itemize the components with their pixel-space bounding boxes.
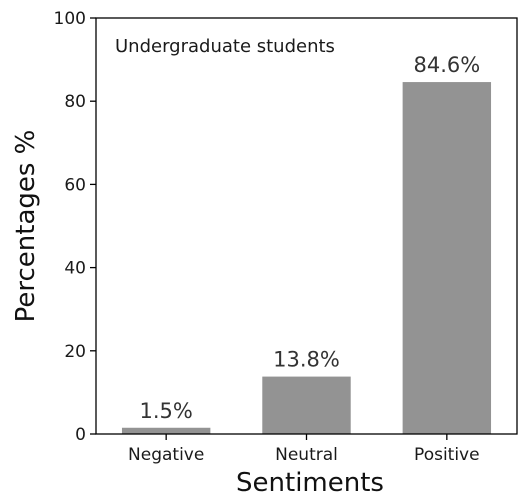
x-axis-title: Sentiments (236, 468, 384, 495)
y-tick-label-80: 80 (64, 92, 86, 112)
data-labels-group: 1.5% 13.8% 84.6% (139, 53, 480, 423)
x-tick-label-negative: Negative (128, 445, 204, 465)
y-tick-label-40: 40 (64, 259, 86, 279)
chart-annotation: Undergraduate students (115, 36, 335, 57)
x-ticks-group: Negative Neutral Positive (128, 434, 480, 465)
y-tick-label-20: 20 (64, 342, 86, 362)
x-tick-label-neutral: Neutral (275, 445, 338, 465)
y-tick-label-100: 100 (54, 9, 86, 29)
data-label-neutral: 13.8% (273, 348, 340, 372)
data-label-negative: 1.5% (139, 399, 192, 423)
y-tick-label-60: 60 (64, 175, 86, 195)
y-ticks-group: 0 20 40 60 80 100 (54, 9, 96, 445)
bar-neutral (262, 376, 351, 434)
bar-negative (121, 427, 211, 434)
y-tick-label-0: 0 (75, 425, 86, 445)
bars-group (121, 82, 492, 435)
x-tick-label-positive: Positive (414, 445, 480, 465)
data-label-positive: 84.6% (413, 53, 480, 77)
bar-positive (402, 82, 492, 435)
y-axis-title: Percentages % (11, 130, 41, 323)
